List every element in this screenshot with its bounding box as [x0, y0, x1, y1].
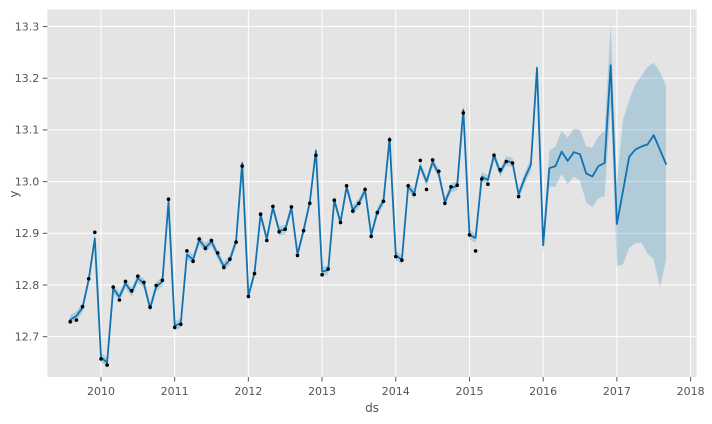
observed-point [449, 185, 453, 189]
observed-point [166, 197, 171, 201]
observed-point [424, 187, 429, 192]
observed-point [406, 184, 410, 188]
observed-point [473, 249, 478, 253]
observed-point [394, 254, 398, 259]
observed-point [357, 201, 361, 206]
observed-point [123, 279, 128, 284]
observed-point [234, 240, 238, 244]
x-tick-label: 2016 [529, 385, 557, 398]
observed-point [93, 230, 97, 235]
observed-point [387, 138, 392, 142]
x-axis-label: ds [365, 401, 379, 415]
observed-point [240, 164, 244, 168]
observed-point [338, 220, 343, 225]
observed-point [314, 153, 318, 158]
observed-point [142, 280, 146, 285]
observed-point [185, 249, 189, 253]
observed-point [308, 201, 312, 206]
observed-point [215, 251, 220, 255]
observed-point [271, 204, 275, 209]
observed-point [467, 233, 472, 237]
observed-point [68, 319, 72, 324]
observed-point [209, 238, 214, 243]
observed-point [283, 227, 288, 231]
x-tick-label: 2015 [455, 385, 483, 398]
y-tick-label: 13.3 [15, 20, 40, 33]
observed-point [369, 234, 374, 239]
y-tick-label: 13.0 [15, 175, 40, 188]
observed-point [412, 192, 417, 197]
observed-point [222, 265, 226, 270]
observed-point [516, 194, 521, 199]
observed-point [510, 161, 515, 165]
observed-point [197, 237, 201, 241]
observed-point [461, 111, 466, 115]
observed-point [289, 205, 294, 209]
observed-point [363, 187, 367, 192]
observed-point [160, 278, 165, 283]
x-tick-label: 2013 [308, 385, 336, 398]
observed-point [136, 274, 140, 279]
observed-point [351, 209, 355, 213]
observed-point [295, 253, 300, 258]
observed-point [504, 159, 509, 164]
observed-point [258, 212, 263, 216]
y-tick-label: 13.1 [15, 124, 40, 137]
observed-point [117, 298, 122, 302]
observed-point [148, 305, 152, 310]
observed-point [332, 198, 337, 202]
observed-point [74, 318, 79, 322]
x-tick-label: 2012 [234, 385, 262, 398]
observed-point [172, 325, 177, 330]
observed-point [480, 177, 484, 181]
observed-point [246, 294, 251, 299]
observed-point [154, 283, 158, 288]
observed-point [375, 210, 380, 215]
y-tick-label: 12.9 [15, 227, 40, 240]
observed-point [443, 201, 447, 206]
observed-point [99, 357, 103, 361]
y-axis-label: y [7, 190, 21, 198]
observed-point [179, 322, 183, 327]
observed-point [498, 167, 503, 172]
x-tick-label: 2014 [382, 385, 410, 398]
observed-point [486, 182, 490, 186]
observed-point [492, 153, 496, 158]
observed-point [129, 288, 134, 293]
y-tick-label: 12.8 [15, 279, 40, 292]
observed-point [320, 272, 324, 277]
plot-area [47, 9, 697, 377]
observed-point [277, 230, 281, 234]
y-tick-label: 12.7 [15, 330, 40, 343]
x-tick-label: 2018 [677, 385, 705, 398]
observed-point [418, 158, 423, 163]
observed-point [326, 267, 331, 271]
x-tick-label: 2017 [603, 385, 631, 398]
observed-point [455, 183, 460, 187]
observed-point [430, 158, 435, 162]
observed-point [381, 199, 386, 204]
y-tick-label: 13.2 [15, 72, 40, 85]
x-tick-label: 2010 [87, 385, 115, 398]
observed-point [265, 238, 269, 243]
observed-point [80, 304, 85, 309]
observed-point [252, 271, 257, 276]
observed-point [344, 184, 349, 188]
observed-point [105, 363, 109, 367]
x-tick-label: 2011 [161, 385, 189, 398]
observed-point [203, 246, 208, 251]
observed-point [400, 258, 404, 263]
observed-point [191, 259, 195, 264]
observed-point [86, 277, 91, 281]
observed-point [301, 228, 306, 233]
observed-point [111, 285, 115, 289]
observed-point [437, 169, 441, 174]
observed-point [228, 257, 232, 262]
forecast-line [69, 64, 667, 364]
